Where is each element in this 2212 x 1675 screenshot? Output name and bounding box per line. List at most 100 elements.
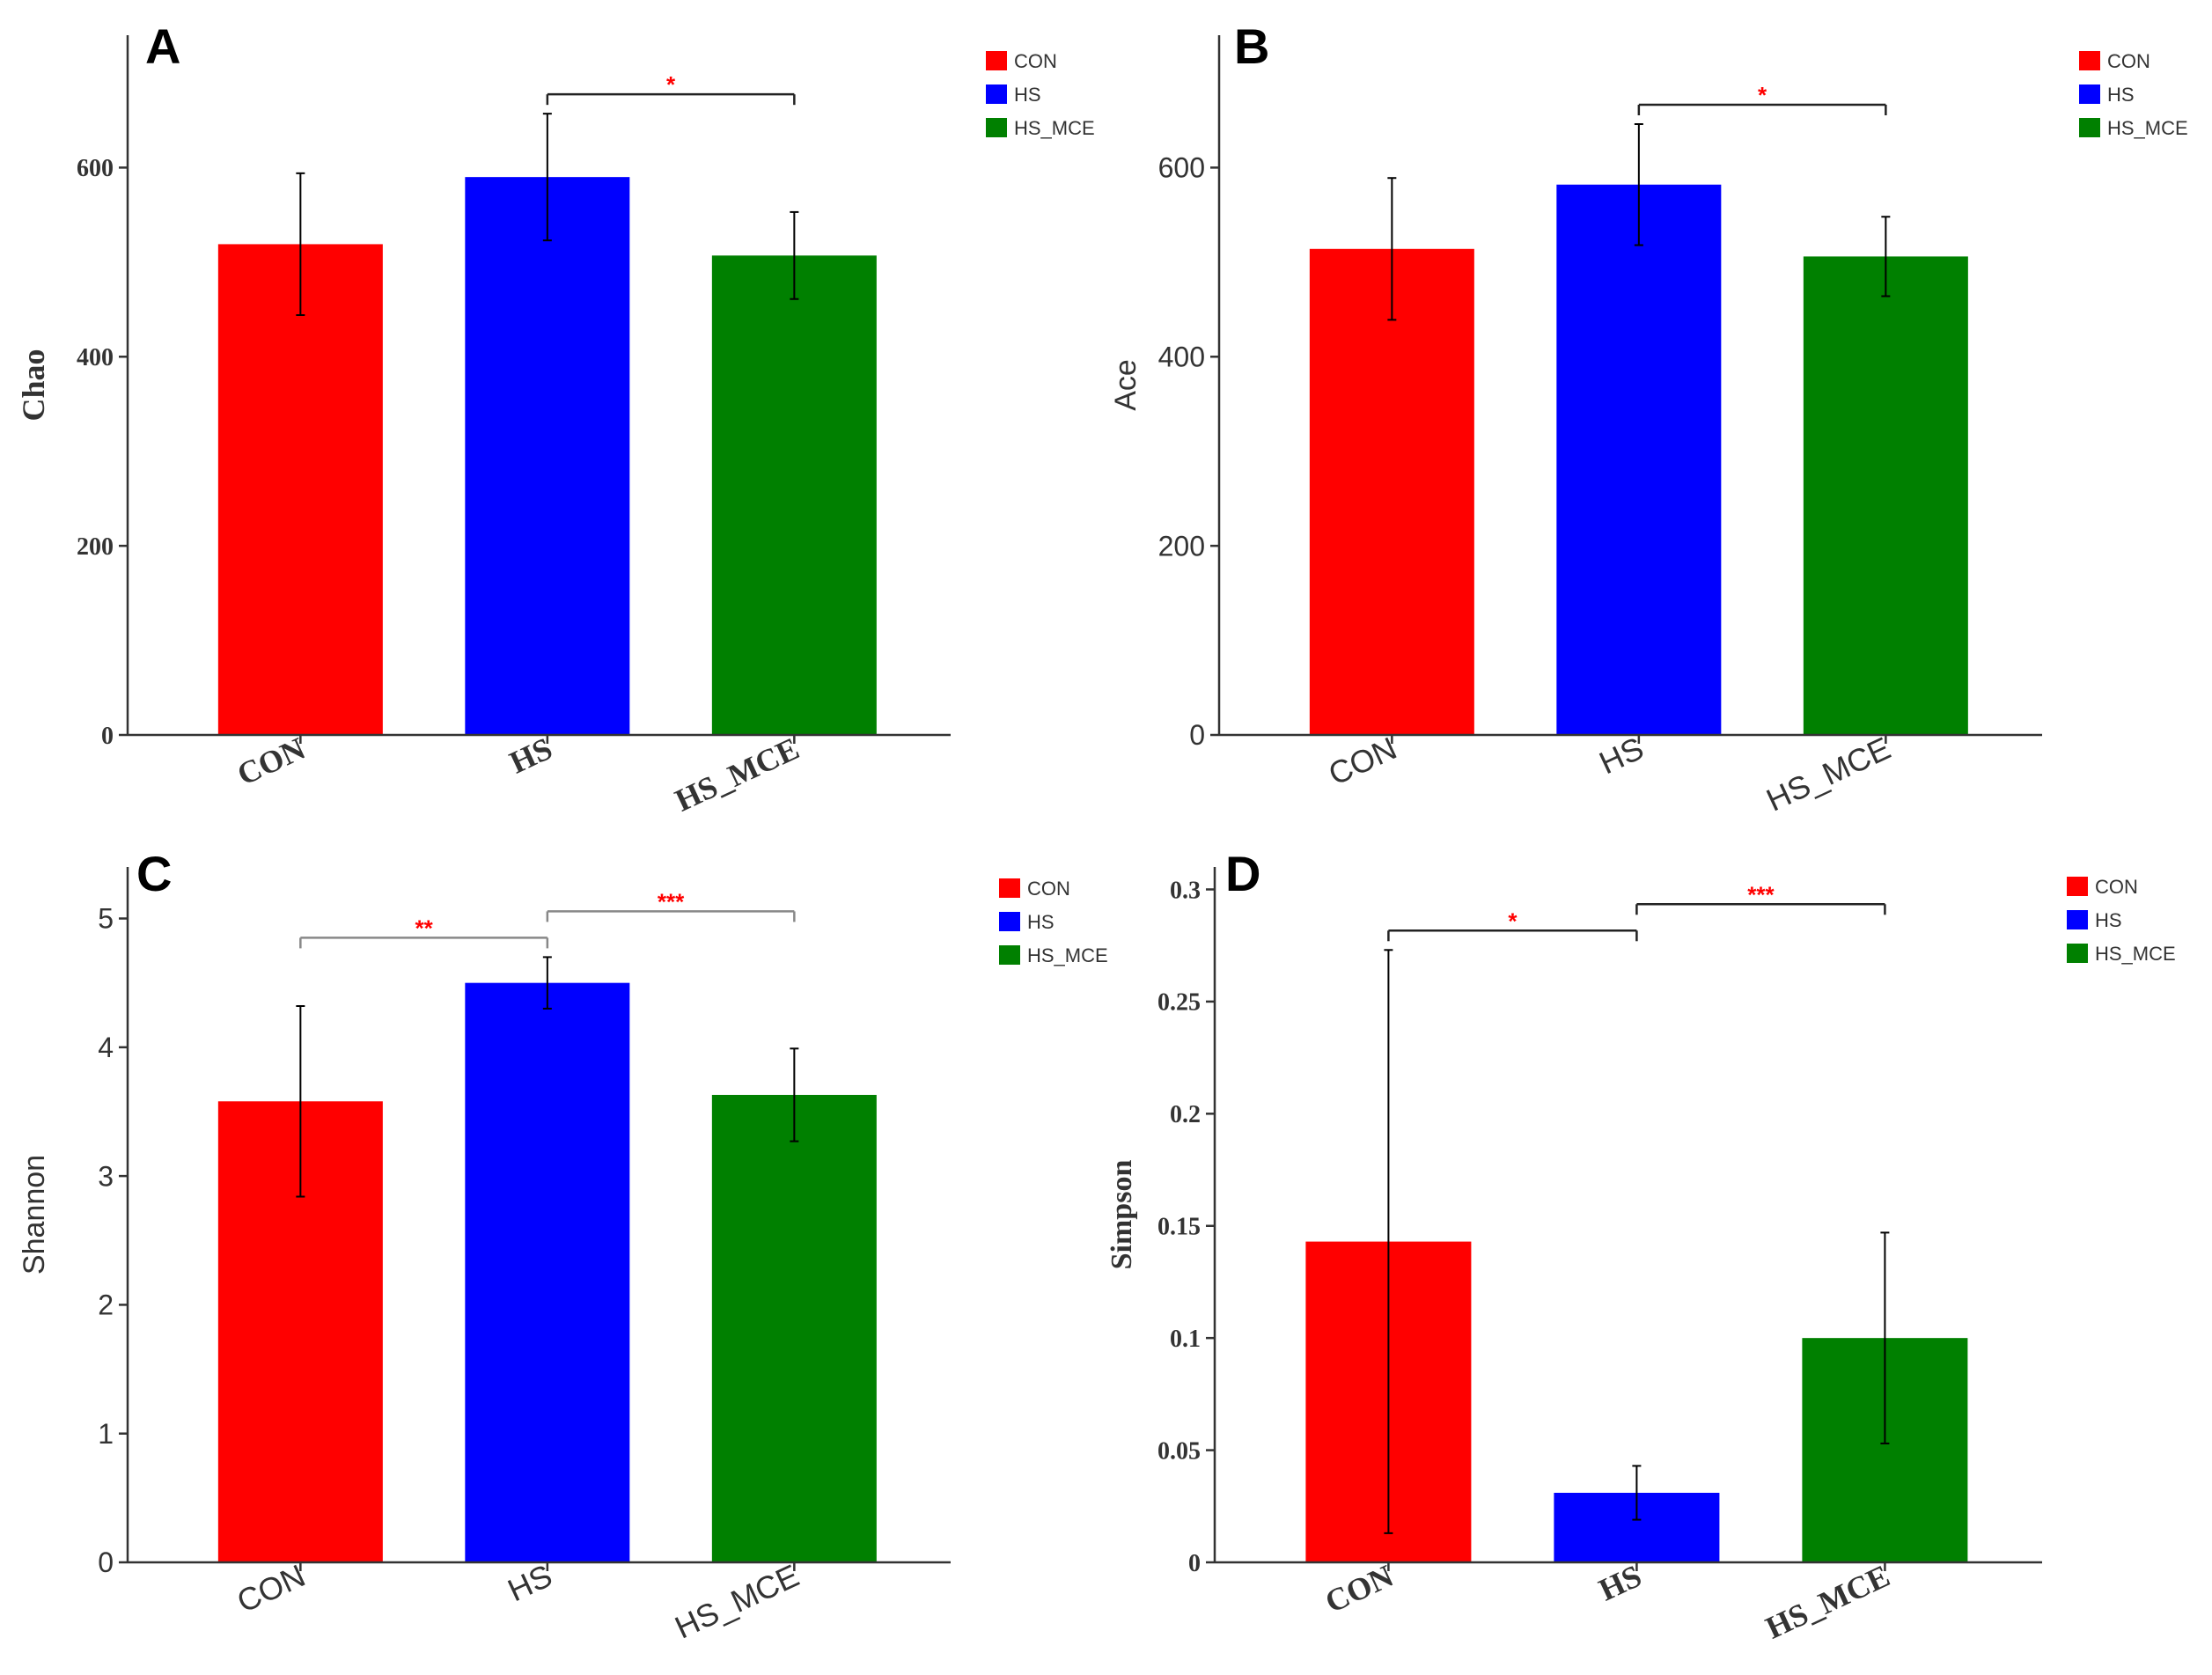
significance-bracket: * xyxy=(1387,907,1638,942)
y-tick-label: 0 xyxy=(1189,719,1205,751)
y-tick-label: 400 xyxy=(1158,341,1205,372)
bar-hs xyxy=(1556,184,1722,736)
x-tick-label: CON xyxy=(231,1557,311,1620)
y-axis-label: Simpson xyxy=(1106,1160,1138,1270)
legend-swatch xyxy=(2079,118,2100,137)
x-tick-label: HS xyxy=(1594,730,1650,781)
legend-swatch xyxy=(986,51,1007,70)
x-tick-label: HS_MCE xyxy=(669,1557,804,1646)
error-bar-hs-mce xyxy=(1880,1231,1890,1444)
error-bar-hs xyxy=(542,113,552,242)
legend-label: HS xyxy=(2107,84,2135,106)
error-bar-hs-mce xyxy=(790,1047,799,1142)
legend-swatch xyxy=(2079,51,2100,70)
y-tick-label: 600 xyxy=(1158,152,1205,184)
y-tick-label: 0.25 xyxy=(1157,989,1201,1017)
panel-label: D xyxy=(1225,846,1260,901)
bar-hs-mce xyxy=(711,1094,877,1562)
legend: CON HS HS_MCE xyxy=(986,50,1095,139)
panel-label: B xyxy=(1234,18,1269,74)
error-bar-hs-mce xyxy=(1881,216,1891,298)
x-tick-label: HS_MCE xyxy=(1760,730,1895,819)
bar-con xyxy=(1309,248,1474,735)
error-bar-con xyxy=(296,172,305,316)
y-tick-label: 4 xyxy=(98,1032,114,1063)
significance-label: *** xyxy=(658,888,685,915)
legend-swatch xyxy=(999,945,1020,965)
y-tick-label: 200 xyxy=(77,533,114,561)
legend-label: CON xyxy=(2107,50,2150,72)
y-tick-label: 0 xyxy=(1188,1550,1201,1577)
legend: CON HS HS_MCE xyxy=(2079,50,2188,139)
significance-bracket: *** xyxy=(1635,881,1886,915)
y-tick-label: 0.15 xyxy=(1157,1214,1201,1241)
error-bar-hs xyxy=(1632,1465,1642,1521)
error-bar-hs xyxy=(1634,122,1643,246)
legend-swatch xyxy=(2067,944,2088,963)
legend-label: HS_MCE xyxy=(1014,117,1095,139)
error-bar-con xyxy=(296,1005,305,1198)
y-tick-label: 400 xyxy=(77,344,114,371)
chart-panel-a: 0 200 400 600 CON HS HS_MCE Chao A * CON HS HS_MCE xyxy=(16,18,1095,819)
y-tick-label: 3 xyxy=(98,1160,114,1192)
bar-hs xyxy=(465,177,630,735)
legend-swatch xyxy=(2079,84,2100,104)
legend-label: HS xyxy=(1014,84,1041,106)
y-tick-label: 0 xyxy=(98,1546,114,1578)
chart-panel-b: 0 200 400 600 CON HS HS_MCE Ace B * CON HS HS_MCE xyxy=(1109,18,2188,819)
error-bar-con xyxy=(1384,949,1393,1534)
legend: CON HS HS_MCE xyxy=(999,878,1108,966)
x-tick-label: HS_MCE xyxy=(1760,1558,1895,1646)
significance-bracket: *** xyxy=(546,888,796,922)
significance-label: ** xyxy=(415,915,433,941)
y-tick-label: 0 xyxy=(101,723,114,750)
panel-label: C xyxy=(136,846,172,901)
chart-panel-d: 0 0.05 0.1 0.15 0.2 0.25 0.3 CON HS HS_MCE Simpson… xyxy=(1106,846,2176,1646)
bar-hs-mce xyxy=(1803,256,1968,735)
y-tick-label: 0.05 xyxy=(1157,1437,1201,1465)
y-tick-label: 600 xyxy=(77,155,114,182)
legend-swatch xyxy=(2067,910,2088,929)
y-axis-label: Chao xyxy=(16,349,51,421)
legend: CON HS HS_MCE xyxy=(2067,876,2176,965)
significance-bracket: * xyxy=(1637,82,1887,115)
y-tick-label: 0.1 xyxy=(1170,1326,1201,1353)
y-tick-label: 5 xyxy=(98,903,114,935)
legend-swatch xyxy=(999,878,1020,898)
legend-label: HS_MCE xyxy=(1027,944,1108,966)
x-tick-label: HS_MCE xyxy=(670,731,805,819)
bar-con xyxy=(217,244,383,736)
y-tick-label: 2 xyxy=(98,1289,114,1321)
error-bar-con xyxy=(1387,177,1397,321)
x-tick-label: HS xyxy=(1593,1558,1646,1608)
significance-label: * xyxy=(1758,82,1767,108)
x-tick-label: CON xyxy=(1319,1558,1398,1620)
significance-label: * xyxy=(666,71,676,98)
y-tick-label: 200 xyxy=(1158,530,1205,562)
significance-bracket: ** xyxy=(299,915,549,949)
legend-swatch xyxy=(986,118,1007,137)
legend-label: HS_MCE xyxy=(2107,117,2188,139)
x-tick-label: HS xyxy=(503,1557,558,1608)
legend-label: CON xyxy=(2095,876,2138,898)
y-axis-label: Ace xyxy=(1109,359,1143,411)
error-bar-hs-mce xyxy=(790,210,799,300)
x-tick-label: CON xyxy=(1323,730,1402,792)
y-tick-label: 0.3 xyxy=(1170,877,1201,904)
y-axis-label: Shannon xyxy=(18,1155,51,1275)
significance-label: * xyxy=(1508,907,1518,934)
x-tick-label: CON xyxy=(231,731,310,792)
legend-label: HS_MCE xyxy=(2095,943,2176,965)
legend-label: HS xyxy=(1027,911,1055,933)
error-bar-hs xyxy=(542,956,552,1010)
x-tick-label: HS xyxy=(504,731,557,781)
significance-label: *** xyxy=(1747,881,1775,907)
legend-swatch xyxy=(999,912,1020,931)
y-tick-label: 0.2 xyxy=(1170,1101,1201,1128)
bar-hs-mce xyxy=(711,255,877,735)
significance-bracket: * xyxy=(546,71,796,106)
panel-label: A xyxy=(145,18,180,74)
y-tick-label: 1 xyxy=(98,1418,114,1450)
